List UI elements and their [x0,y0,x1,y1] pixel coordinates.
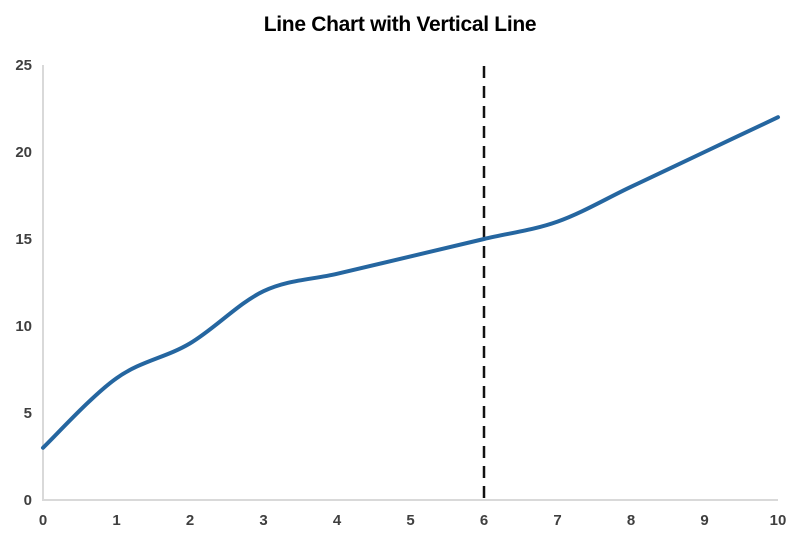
x-tick-label: 3 [259,512,267,529]
x-tick-label: 8 [627,512,635,529]
y-tick-label: 15 [15,231,32,248]
x-tick-label: 4 [333,512,342,529]
x-tick-label: 1 [112,512,120,529]
y-tick-label: 0 [24,492,32,509]
y-tick-label: 5 [24,405,32,422]
x-tick-label: 0 [39,512,47,529]
x-tick-label: 7 [553,512,561,529]
data-line [41,115,780,450]
x-tick-label: 9 [700,512,708,529]
chart-title: Line Chart with Vertical Line [263,13,537,36]
y-tick-label: 10 [15,318,32,335]
y-tick-label: 25 [15,57,32,74]
y-tick-label: 20 [15,144,32,161]
x-tick-label: 5 [406,512,414,529]
x-tick-label: 6 [480,512,488,529]
x-tick-label: 2 [186,512,194,529]
x-tick-label: 10 [770,512,787,529]
